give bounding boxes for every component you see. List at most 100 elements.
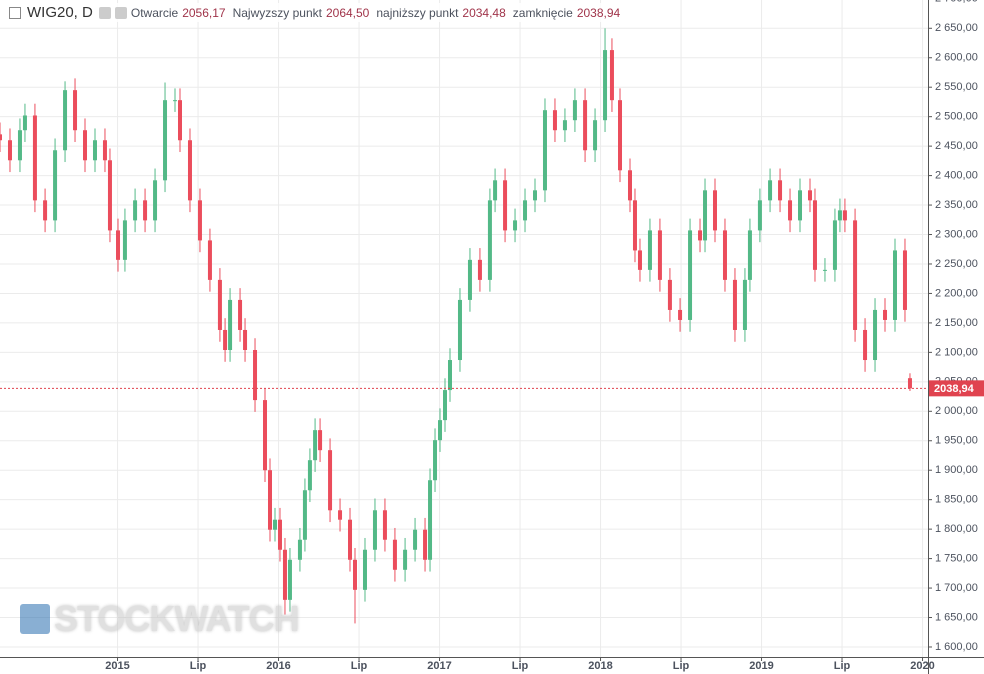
candle-body bbox=[177, 100, 182, 141]
candle-body bbox=[657, 230, 662, 280]
candle-body bbox=[287, 559, 292, 600]
candle-body bbox=[703, 190, 708, 241]
candle-body bbox=[338, 510, 343, 520]
candle-body bbox=[163, 100, 168, 181]
y-tick-label: 2 350,00 bbox=[935, 199, 978, 211]
x-axis-bg bbox=[0, 657, 984, 674]
candle-body bbox=[637, 250, 642, 270]
x-tick-label: Lip bbox=[673, 660, 690, 672]
candle-body bbox=[413, 529, 418, 550]
candle-body bbox=[902, 250, 907, 310]
x-tick-label: 2018 bbox=[588, 660, 612, 672]
candle-body bbox=[883, 309, 888, 320]
x-tick-label: 2017 bbox=[427, 660, 451, 672]
y-tick-label: 1 700,00 bbox=[935, 582, 978, 594]
y-tick-label: 2 400,00 bbox=[935, 169, 978, 181]
candle-body bbox=[403, 549, 408, 570]
y-tick-label: 2 200,00 bbox=[935, 287, 978, 299]
last-price-box bbox=[929, 380, 984, 397]
x-tick-label: Lip bbox=[834, 660, 851, 672]
candle-body bbox=[603, 50, 608, 121]
candle-body bbox=[53, 150, 58, 221]
y-tick-label: 2 600,00 bbox=[935, 52, 978, 64]
y-tick-label: 1 800,00 bbox=[935, 523, 978, 535]
candle-body bbox=[73, 90, 78, 131]
candle-body bbox=[32, 115, 37, 201]
candle-body bbox=[243, 329, 248, 351]
candle-body bbox=[768, 180, 773, 201]
candle-body bbox=[102, 140, 107, 161]
candle-body bbox=[143, 200, 148, 221]
candle-body bbox=[153, 180, 158, 221]
candle-body bbox=[428, 480, 433, 560]
candle-body bbox=[17, 130, 22, 161]
visibility-icon[interactable] bbox=[98, 6, 111, 19]
candle-body bbox=[238, 299, 243, 330]
x-tick-label: Lip bbox=[512, 660, 529, 672]
candle-body bbox=[542, 110, 547, 191]
candle-body bbox=[423, 529, 428, 560]
candle-body bbox=[609, 50, 614, 101]
candle-body bbox=[207, 240, 212, 280]
candle-body bbox=[348, 519, 353, 560]
candle-body bbox=[832, 220, 837, 270]
candle-body bbox=[487, 200, 492, 280]
candle-body bbox=[228, 299, 233, 351]
candle-body bbox=[618, 100, 623, 171]
candle-body bbox=[83, 130, 88, 161]
y-tick-label: 2 250,00 bbox=[935, 258, 978, 270]
candle-body bbox=[552, 110, 557, 131]
field-value: 2038,94 bbox=[576, 5, 621, 20]
candle-body bbox=[593, 120, 598, 151]
y-tick-label: 2 100,00 bbox=[935, 346, 978, 358]
y-tick-label: 2 300,00 bbox=[935, 228, 978, 240]
candle-body bbox=[533, 190, 538, 201]
candles bbox=[0, 28, 912, 624]
candle-body bbox=[647, 230, 652, 270]
candle-body bbox=[457, 299, 462, 361]
candle-body bbox=[493, 180, 498, 201]
symbol[interactable]: WIG20, D bbox=[27, 4, 93, 21]
candle-body bbox=[698, 230, 703, 241]
y-tick-label: 1 650,00 bbox=[935, 611, 978, 623]
candle-body bbox=[313, 430, 318, 461]
candle-body bbox=[272, 519, 277, 530]
collapse-icon[interactable] bbox=[9, 6, 21, 19]
candle-body bbox=[842, 210, 847, 221]
y-tick-label: 1 950,00 bbox=[935, 435, 978, 447]
y-tick-label: 1 850,00 bbox=[935, 494, 978, 506]
candle-body bbox=[853, 220, 858, 330]
candle-body bbox=[22, 115, 27, 131]
settings-icon[interactable] bbox=[114, 6, 127, 19]
field-label: najniższy punkt bbox=[376, 5, 459, 20]
field-value: 2056,17 bbox=[182, 5, 226, 20]
candle-body bbox=[788, 200, 793, 221]
candle-body bbox=[328, 450, 333, 511]
x-tick-label: 2019 bbox=[749, 660, 773, 672]
candle-body bbox=[562, 120, 567, 131]
field-value: 2064,50 bbox=[325, 5, 370, 20]
candle-body bbox=[253, 350, 258, 401]
candle-body bbox=[732, 279, 737, 330]
y-tick-label: 2 700,00 bbox=[935, 0, 978, 5]
field-label: zamknięcie bbox=[512, 5, 573, 20]
candle-body bbox=[812, 200, 817, 270]
candle-body bbox=[277, 519, 282, 550]
candle-body bbox=[742, 279, 747, 330]
candle-body bbox=[688, 230, 693, 320]
candle-body bbox=[173, 100, 178, 102]
candle-body bbox=[307, 460, 312, 491]
y-tick-label: 1 900,00 bbox=[935, 464, 978, 476]
candle-body bbox=[438, 420, 443, 441]
x-tick-label: 2015 bbox=[105, 660, 129, 672]
candle-body bbox=[822, 269, 827, 271]
candle-body bbox=[583, 100, 588, 151]
candle-body bbox=[892, 250, 897, 320]
candle-body bbox=[712, 190, 717, 231]
x-tick-label: 2016 bbox=[266, 660, 290, 672]
candle-body bbox=[302, 490, 307, 540]
x-tick-label: Lip bbox=[190, 660, 207, 672]
candle-body bbox=[873, 309, 878, 361]
x-tick-label: Lip bbox=[351, 660, 368, 672]
